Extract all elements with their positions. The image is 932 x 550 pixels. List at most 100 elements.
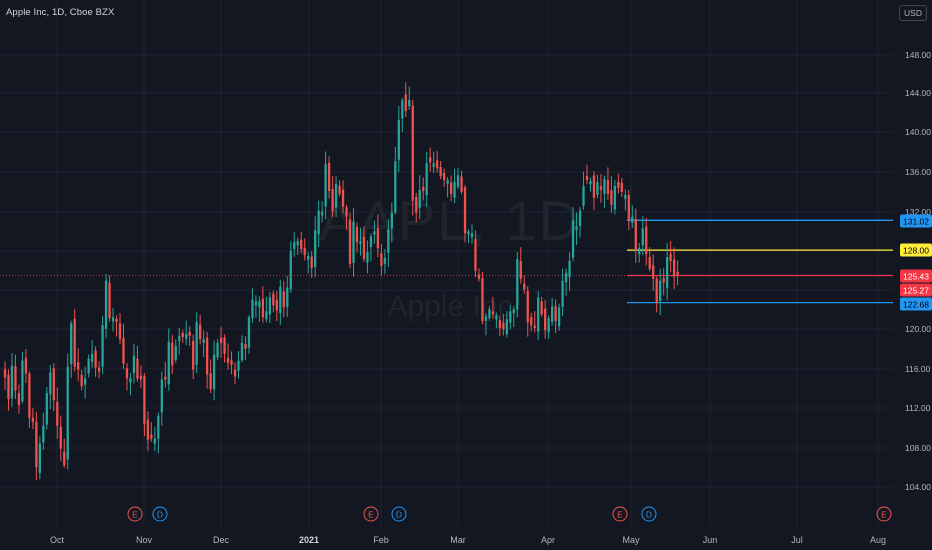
candle bbox=[491, 296, 495, 320]
candle-body bbox=[355, 226, 359, 243]
candle bbox=[376, 214, 380, 258]
candle-body bbox=[282, 291, 285, 308]
candle bbox=[502, 313, 505, 336]
event-marker-circle bbox=[612, 506, 628, 522]
candle bbox=[530, 312, 533, 332]
candle bbox=[568, 252, 571, 291]
candles bbox=[3, 82, 679, 481]
candle bbox=[526, 286, 529, 337]
candle bbox=[7, 369, 10, 411]
candle-body bbox=[286, 287, 289, 308]
time-tick-label: Mar bbox=[450, 535, 466, 545]
candle-body bbox=[505, 319, 508, 335]
candle-body bbox=[331, 188, 334, 212]
candle-body bbox=[613, 185, 617, 210]
candle-body bbox=[77, 362, 80, 370]
candle-body bbox=[14, 366, 17, 391]
candle bbox=[652, 254, 655, 291]
candle-body bbox=[435, 160, 439, 169]
candle-body bbox=[341, 189, 345, 207]
candle bbox=[362, 226, 366, 262]
candle bbox=[314, 216, 317, 278]
event-marker-label: D bbox=[646, 510, 652, 520]
candle-body bbox=[655, 278, 658, 303]
candle bbox=[571, 207, 575, 262]
candle-body bbox=[258, 301, 261, 308]
candle-body bbox=[348, 219, 352, 264]
candle bbox=[94, 346, 97, 377]
candle bbox=[544, 299, 547, 339]
price-tick-label: 120.00 bbox=[905, 324, 931, 334]
earnings-marker[interactable]: E bbox=[876, 506, 892, 522]
candle-body bbox=[627, 195, 630, 220]
candle-body bbox=[652, 265, 655, 279]
candle bbox=[237, 351, 240, 379]
price-tick-label: 132.00 bbox=[905, 207, 931, 217]
earnings-marker[interactable]: E bbox=[363, 506, 379, 522]
candle-body bbox=[547, 318, 550, 333]
candle bbox=[310, 251, 313, 278]
candle-body bbox=[42, 425, 45, 443]
candle-body bbox=[606, 180, 610, 194]
candle-body bbox=[376, 228, 380, 249]
candle bbox=[59, 415, 62, 462]
grid-lines bbox=[0, 0, 893, 526]
candle bbox=[171, 334, 174, 374]
candle-body bbox=[293, 242, 296, 249]
candle bbox=[662, 268, 665, 296]
candle bbox=[606, 167, 610, 200]
candle-body bbox=[394, 161, 397, 213]
candle bbox=[453, 168, 456, 204]
candle bbox=[125, 363, 129, 391]
dividend-marker[interactable]: D bbox=[641, 506, 657, 522]
candle bbox=[188, 326, 191, 346]
candle bbox=[254, 295, 258, 318]
candle bbox=[28, 371, 31, 428]
candle bbox=[387, 219, 390, 268]
candle bbox=[167, 328, 170, 391]
candle-body bbox=[557, 307, 561, 327]
price-tick-label: 148.00 bbox=[905, 50, 931, 60]
candle-body bbox=[631, 216, 634, 223]
candle bbox=[247, 315, 251, 354]
candle bbox=[139, 365, 143, 388]
time-axis[interactable]: Oct Nov Dec 2021 Feb Mar Apr May Jun Jul Aug bbox=[50, 535, 886, 545]
earnings-marker[interactable]: E bbox=[127, 506, 143, 522]
price-label-text: 122.68 bbox=[903, 300, 929, 310]
candle bbox=[484, 313, 488, 336]
candle-body bbox=[439, 166, 442, 177]
candle-body bbox=[383, 258, 387, 264]
candle-body bbox=[202, 338, 205, 343]
candle bbox=[345, 204, 348, 230]
candle-body bbox=[70, 323, 73, 365]
candle-body bbox=[118, 323, 122, 339]
candle bbox=[467, 229, 470, 244]
candle bbox=[401, 97, 404, 132]
candle-body bbox=[3, 369, 7, 378]
price-label-badge bbox=[900, 214, 932, 228]
candle-body bbox=[502, 322, 505, 330]
candle-body bbox=[526, 290, 529, 323]
candle bbox=[449, 175, 453, 202]
dividend-marker[interactable]: D bbox=[152, 506, 168, 522]
symbol-title[interactable]: Apple Inc, 1D, Cboe BZX bbox=[6, 7, 115, 18]
currency-button[interactable]: USD bbox=[899, 5, 927, 21]
candle-body bbox=[418, 189, 421, 208]
candle-body bbox=[171, 342, 174, 366]
dividend-marker[interactable]: D bbox=[391, 506, 407, 522]
candle bbox=[122, 323, 125, 369]
candle bbox=[404, 82, 407, 117]
candle bbox=[603, 175, 606, 208]
event-marker-circle bbox=[363, 506, 379, 522]
candle bbox=[115, 315, 118, 337]
candle bbox=[272, 290, 275, 313]
event-marker-circle bbox=[152, 506, 168, 522]
candle-body bbox=[387, 229, 390, 253]
earnings-marker[interactable]: E bbox=[612, 506, 628, 522]
candle bbox=[442, 168, 446, 187]
candle bbox=[554, 299, 557, 334]
candle bbox=[35, 411, 38, 481]
